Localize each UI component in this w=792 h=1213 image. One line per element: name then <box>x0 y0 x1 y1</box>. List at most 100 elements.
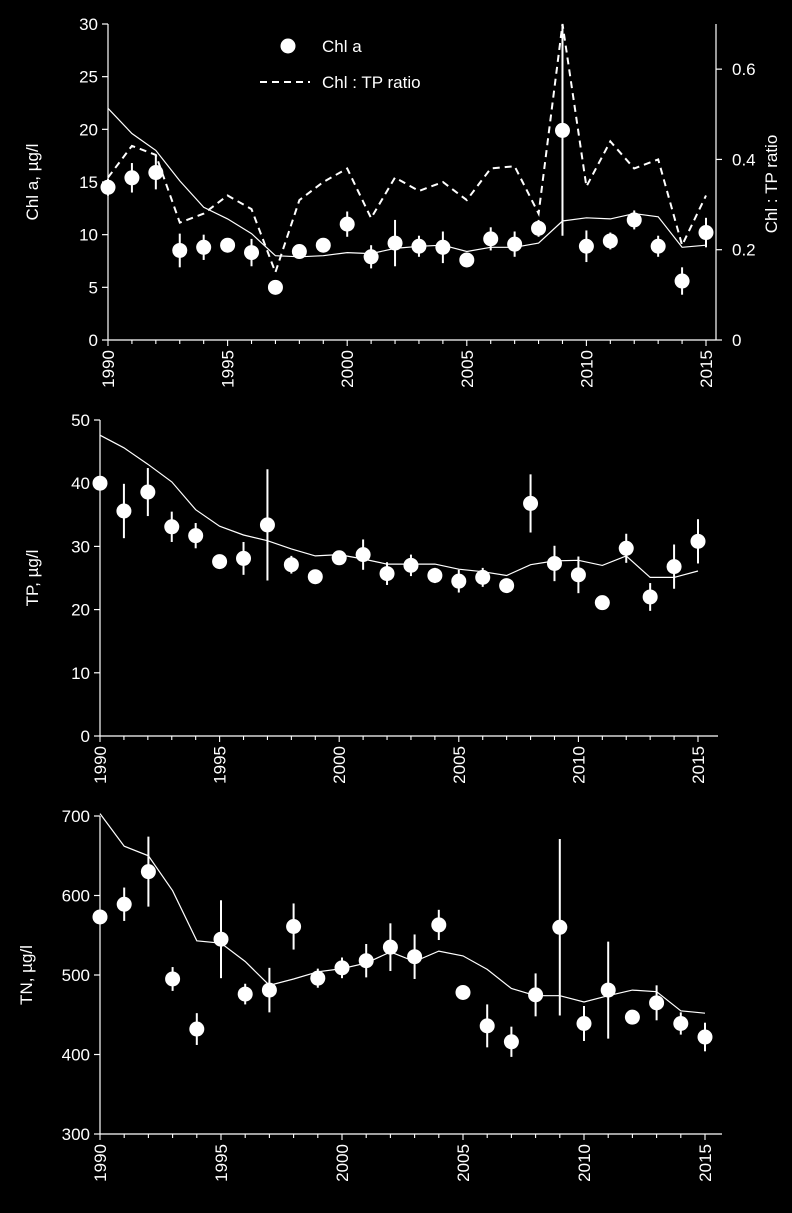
y-axis-label: TP, µg/l <box>23 550 42 607</box>
data-point <box>172 242 188 258</box>
data-point <box>165 971 181 987</box>
data-point <box>286 919 302 935</box>
data-point <box>602 233 618 249</box>
data-point <box>546 555 562 571</box>
data-point <box>690 533 706 549</box>
data-point <box>188 528 204 544</box>
data-point <box>451 573 467 589</box>
data-point <box>698 225 714 241</box>
trend-line <box>107 107 707 258</box>
y-tick-label: 20 <box>79 120 98 139</box>
data-point <box>507 236 523 252</box>
data-point <box>403 557 419 573</box>
data-point <box>531 220 547 236</box>
legend-label-chl-a: Chl a <box>322 37 362 56</box>
data-point <box>570 567 586 583</box>
data-point <box>100 179 116 195</box>
x-tick-label: 2005 <box>450 746 469 784</box>
y-tick-label: 500 <box>62 966 90 985</box>
data-point <box>259 517 275 533</box>
data-point <box>213 931 229 947</box>
data-point <box>124 170 140 186</box>
y-tick-label: 50 <box>71 411 90 430</box>
data-point <box>310 970 326 986</box>
x-tick-label: 2015 <box>689 746 708 784</box>
data-point <box>283 557 299 573</box>
trend-line <box>99 813 706 1014</box>
x-tick-label: 2010 <box>577 350 596 388</box>
y-tick-label: 600 <box>62 887 90 906</box>
data-point <box>552 919 568 935</box>
data-point <box>697 1029 713 1045</box>
data-point <box>92 475 108 491</box>
data-point <box>382 939 398 955</box>
x-tick-label: 2000 <box>330 746 349 784</box>
data-point <box>594 595 610 611</box>
y-tick-label: 10 <box>79 226 98 245</box>
data-point <box>673 1015 689 1031</box>
y-axis-label: Chl a, µg/l <box>23 144 42 221</box>
data-point <box>148 165 164 181</box>
data-point <box>315 237 331 253</box>
data-point <box>483 231 499 247</box>
data-point <box>431 917 447 933</box>
data-point <box>499 578 515 594</box>
x-tick-label: 2010 <box>575 1144 594 1182</box>
data-point <box>427 567 443 583</box>
legend-label-ratio: Chl : TP ratio <box>322 73 421 92</box>
x-tick-label: 2015 <box>697 350 716 388</box>
data-point <box>624 1009 640 1025</box>
data-point <box>618 540 634 556</box>
data-point <box>650 238 666 254</box>
y-tick-label: 25 <box>79 68 98 87</box>
y2-tick-label: 0.4 <box>732 150 756 169</box>
data-point <box>528 987 544 1003</box>
legend-marker-chl-a <box>280 38 296 54</box>
data-point <box>140 484 156 500</box>
y-tick-label: 15 <box>79 173 98 192</box>
x-tick-label: 1995 <box>211 746 230 784</box>
data-point <box>331 550 347 566</box>
x-tick-label: 2000 <box>333 1144 352 1182</box>
x-tick-label: 1990 <box>91 1144 110 1182</box>
x-tick-label: 1995 <box>219 350 238 388</box>
data-point <box>339 216 355 232</box>
y-tick-label: 0 <box>89 331 98 350</box>
x-tick-label: 1990 <box>99 350 118 388</box>
data-point <box>576 1015 592 1031</box>
data-point <box>116 503 132 519</box>
y-axis-label: TN, µg/l <box>17 945 36 1005</box>
data-point <box>140 864 156 880</box>
x-tick-label: 2000 <box>338 350 357 388</box>
y2-tick-label: 0.2 <box>732 241 756 260</box>
data-point <box>92 909 108 925</box>
y-tick-label: 0 <box>81 727 90 746</box>
data-point <box>626 212 642 228</box>
data-point <box>291 244 307 260</box>
x-tick-label: 1995 <box>212 1144 231 1182</box>
data-point <box>554 122 570 138</box>
y2-axis-label: Chl : TP ratio <box>762 135 781 234</box>
data-point <box>379 566 395 582</box>
y-tick-label: 400 <box>62 1046 90 1065</box>
ratio-dashed-line <box>107 23 707 276</box>
y-tick-label: 30 <box>79 15 98 34</box>
data-point <box>435 239 451 255</box>
data-point <box>212 554 228 570</box>
x-tick-label: 2010 <box>569 746 588 784</box>
data-point <box>479 1018 495 1034</box>
y-tick-label: 5 <box>89 278 98 297</box>
data-point <box>578 238 594 254</box>
data-point <box>237 986 253 1002</box>
y-tick-label: 700 <box>62 807 90 826</box>
data-point <box>267 279 283 295</box>
data-point <box>196 239 212 255</box>
data-point <box>261 982 277 998</box>
data-point <box>220 237 236 253</box>
y-tick-label: 10 <box>71 664 90 683</box>
x-tick-label: 1990 <box>91 746 110 784</box>
x-tick-label: 2005 <box>454 1144 473 1182</box>
data-point <box>116 896 132 912</box>
data-point <box>164 519 180 535</box>
